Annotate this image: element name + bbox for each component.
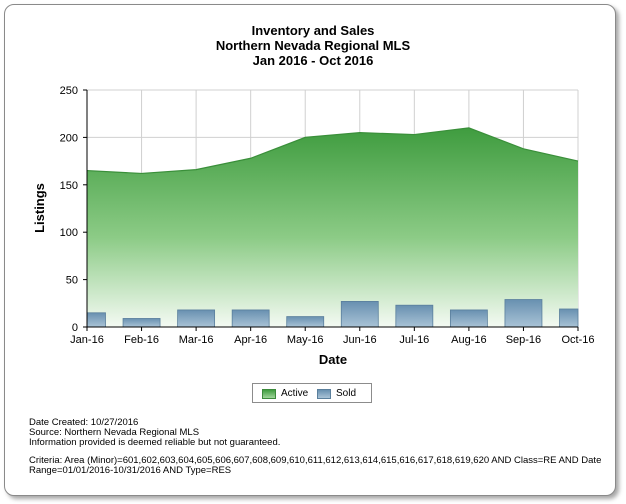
chart-title: Inventory and Sales [251, 23, 375, 38]
x-tick-label: Oct-16 [561, 334, 594, 346]
x-tick-label: Jun-16 [343, 334, 377, 346]
bar-sold [177, 309, 216, 328]
bar-sold [231, 309, 270, 328]
x-tick-label: Aug-16 [451, 334, 486, 346]
series-active-area [87, 127, 578, 327]
series-active-line [86, 127, 579, 175]
bar-sold [286, 316, 325, 328]
bar-sold [340, 301, 379, 328]
legend-swatch-sold [317, 388, 331, 399]
bar-sold [122, 318, 161, 328]
x-tick-label: Mar-16 [179, 334, 214, 346]
footer-disclaimer: Information provided is deemed reliable … [29, 437, 281, 448]
y-tick-label: 200 [60, 132, 78, 144]
bar-sold [449, 309, 488, 328]
footer-criteria-line1: Criteria: Area (Minor)=601,602,603,604,6… [29, 455, 602, 466]
y-tick-label: 100 [60, 227, 78, 239]
inventory-sales-chart: 0 50 100 150 200 250 Jan-16 Feb-16 Mar-16 Apr-16 M… [32, 85, 595, 367]
x-axis-label: Date [319, 352, 347, 367]
chart-date-range: Jan 2016 - Oct 2016 [252, 53, 374, 68]
footer-source: Source: Northern Nevada Regional MLS [29, 427, 200, 438]
y-axis-label: Listings [32, 183, 47, 233]
legend-swatch-active [262, 388, 276, 399]
x-tick-label: May-16 [287, 334, 324, 346]
x-tick-label: Apr-16 [234, 334, 267, 346]
legend-label-active: Active [281, 388, 309, 399]
y-tick-label: 50 [66, 275, 78, 287]
legend-label-sold: Sold [336, 388, 357, 399]
y-tick-label: 150 [60, 180, 78, 192]
y-tick-label: 0 [72, 322, 78, 334]
chart-legend: Active Sold [252, 383, 372, 403]
bar-sold [559, 308, 579, 328]
footer-criteria-line2: Range=01/01/2016-10/31/2016 AND Type=RES [29, 465, 232, 476]
x-tick-label: Sep-16 [506, 334, 541, 346]
y-tick-label: 250 [60, 85, 78, 97]
bar-sold [504, 299, 543, 328]
x-tick-label: Feb-16 [124, 334, 159, 346]
legend-item-active: Active [262, 388, 308, 399]
legend-item-sold: Sold [317, 388, 356, 399]
x-tick-label: Jul-16 [399, 334, 429, 346]
footer-date-created: Date Created: 10/27/2016 [29, 417, 139, 428]
x-tick-label: Jan-16 [70, 334, 104, 346]
bar-sold [395, 304, 434, 328]
chart-subtitle: Northern Nevada Regional MLS [215, 38, 411, 53]
bar-sold [86, 312, 106, 328]
